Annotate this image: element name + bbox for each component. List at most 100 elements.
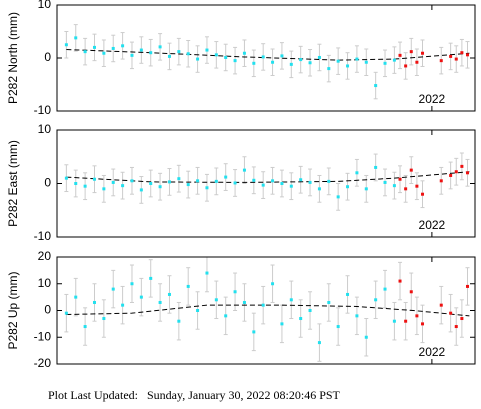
data-point	[409, 50, 413, 54]
y-tick-label: -20	[34, 356, 52, 370]
data-point	[261, 55, 265, 59]
y-tick-label: -10	[34, 103, 52, 117]
data-point	[92, 300, 96, 304]
data-point	[64, 176, 68, 180]
data-point	[299, 317, 303, 321]
data-point	[355, 57, 359, 61]
data-point	[121, 303, 125, 307]
data-point	[336, 59, 340, 63]
data-point	[233, 59, 237, 63]
panel: -10 0 10 2022 P282 East (mm)	[6, 122, 476, 243]
data-point	[196, 57, 200, 61]
data-point	[289, 62, 293, 66]
data-point	[308, 180, 312, 184]
data-point	[409, 290, 413, 294]
y-axis-title: P282 Up (mm)	[6, 271, 20, 349]
data-point	[261, 183, 265, 187]
data-point	[149, 51, 153, 55]
data-point	[74, 295, 78, 299]
data-point	[327, 67, 331, 71]
data-point	[214, 53, 218, 57]
data-point	[158, 185, 162, 189]
data-point	[233, 290, 237, 294]
data-point	[102, 317, 106, 321]
data-point	[392, 319, 396, 323]
data-point	[83, 184, 87, 188]
data-point	[271, 179, 275, 183]
data-point	[242, 300, 246, 304]
data-point	[383, 61, 387, 65]
data-point	[460, 164, 464, 168]
data-point	[139, 48, 143, 52]
data-point	[466, 171, 470, 175]
data-point	[167, 180, 171, 184]
data-point	[224, 175, 228, 179]
data-point	[149, 182, 153, 185]
data-point	[346, 292, 350, 296]
data-point	[111, 180, 115, 184]
y-axis-title: P282 North (mm)	[6, 12, 20, 104]
data-point	[92, 177, 96, 181]
data-point	[398, 279, 402, 283]
y-tick-label: 10	[38, 276, 52, 290]
data-point	[460, 317, 464, 321]
data-point	[289, 298, 293, 302]
data-point	[454, 325, 458, 329]
data-point	[177, 319, 181, 323]
data-point	[64, 311, 68, 315]
data-point	[102, 187, 106, 191]
data-point	[404, 319, 408, 323]
data-point	[139, 188, 143, 192]
data-point	[186, 284, 190, 288]
data-point	[454, 57, 458, 61]
data-point	[415, 184, 419, 188]
data-point	[398, 177, 402, 181]
trend-line	[66, 171, 470, 183]
data-point	[252, 330, 256, 334]
data-point	[121, 44, 125, 48]
data-point	[327, 179, 331, 183]
data-point	[289, 184, 293, 188]
trend-line	[66, 49, 470, 61]
data-point	[224, 314, 228, 318]
data-point	[252, 178, 256, 182]
data-point	[74, 182, 78, 185]
data-point	[355, 314, 359, 318]
data-point	[346, 185, 350, 189]
data-point	[466, 284, 470, 288]
data-point	[364, 60, 368, 64]
data-point	[421, 322, 425, 326]
data-point	[415, 314, 419, 318]
data-point	[121, 184, 125, 188]
data-point	[439, 59, 443, 63]
data-point	[214, 298, 218, 302]
data-point	[158, 300, 162, 304]
data-point	[466, 53, 470, 57]
data-point	[233, 181, 237, 185]
data-point	[196, 179, 200, 183]
data-point	[404, 187, 408, 191]
panel: -10 0 10 2022 P282 North (mm)	[6, 0, 476, 117]
trend-line	[66, 304, 470, 317]
x-tick-label: 2022	[419, 345, 446, 359]
y-tick-label: -10	[34, 329, 52, 343]
data-point	[167, 54, 171, 58]
data-point	[327, 300, 331, 304]
data-point	[83, 325, 87, 329]
data-point	[346, 64, 350, 68]
x-tick-label: 2022	[419, 92, 446, 106]
data-point	[364, 335, 368, 339]
data-point	[271, 282, 275, 286]
data-point	[271, 60, 275, 64]
data-point	[374, 84, 378, 88]
data-point	[102, 51, 106, 55]
y-tick-label: 0	[44, 176, 51, 190]
data-point	[336, 195, 340, 199]
data-point	[308, 61, 312, 65]
data-point	[158, 45, 162, 49]
data-point	[74, 36, 78, 40]
panel: -20 -10 0 10 20 2022 P282 Up (mm)	[6, 249, 476, 370]
data-point	[205, 48, 209, 52]
data-point	[415, 60, 419, 64]
